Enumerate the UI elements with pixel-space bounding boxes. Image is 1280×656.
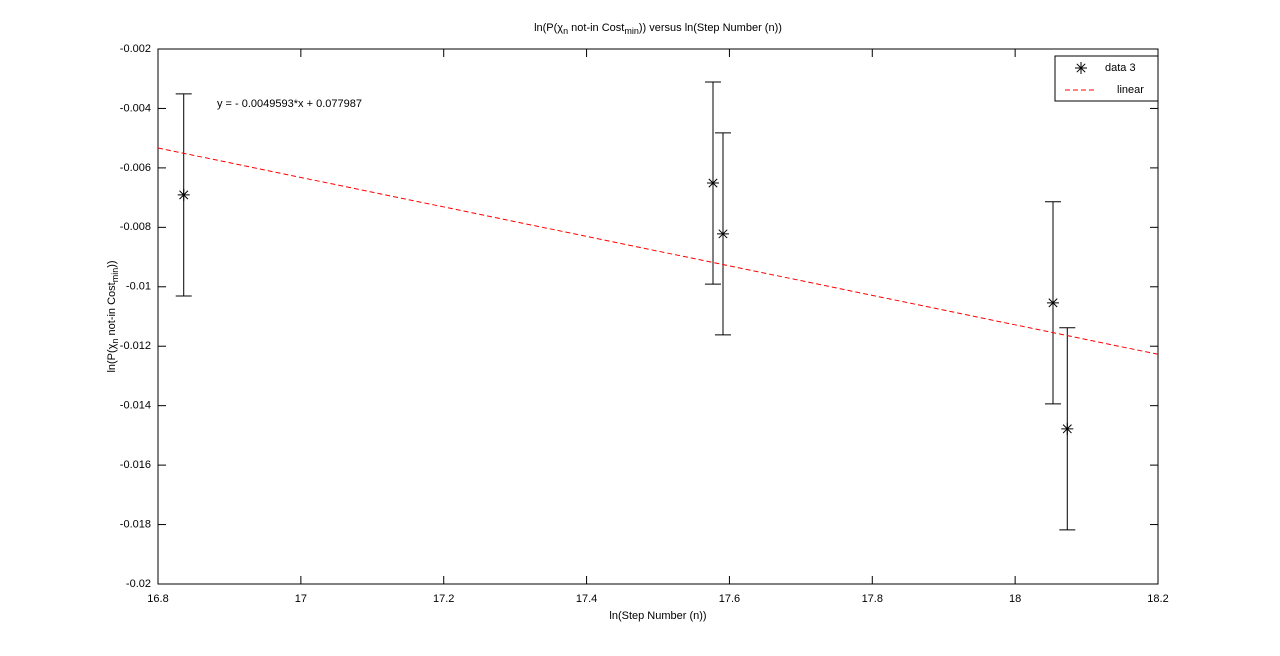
text-part: not-in Cost <box>106 282 118 338</box>
x-tick-label: 16.8 <box>147 593 168 605</box>
data-point <box>177 188 190 201</box>
text-part: )) <box>106 260 118 267</box>
x-tick-label: 17.2 <box>433 593 454 605</box>
x-tick-label: 18.2 <box>1147 593 1168 605</box>
y-tick-label: -0.016 <box>120 459 151 471</box>
text-part: )) versus ln(Step Number (n)) <box>639 22 782 34</box>
y-tick-label: -0.01 <box>126 281 151 293</box>
subscript: n <box>563 26 568 36</box>
fit-line <box>157 147 1159 355</box>
x-axis-label: ln(Step Number (n)) <box>609 610 706 622</box>
y-tick-label: -0.008 <box>120 221 151 233</box>
legend-label: linear <box>1117 84 1144 96</box>
x-tick-label: 18 <box>1009 593 1021 605</box>
subscript: min <box>624 26 639 36</box>
y-tick-label: -0.02 <box>126 578 151 590</box>
x-tick-label: 17.6 <box>719 593 740 605</box>
y-axis-label: ln(P(χn not-in Costmin)) <box>106 260 120 372</box>
y-tick-label: -0.014 <box>120 400 151 412</box>
y-tick-label: -0.012 <box>120 340 151 352</box>
y-tick-label: -0.004 <box>120 102 151 114</box>
data-point <box>1047 296 1059 309</box>
x-tick-label: 17 <box>295 593 307 605</box>
text-part: ln(P(χ <box>106 343 118 372</box>
annotation: y = - 0.0049593*x + 0.077987 <box>217 98 362 110</box>
text-part: ln(P(χ <box>534 22 563 34</box>
y-tick-label: -0.002 <box>120 43 151 55</box>
y-tick-label: -0.006 <box>120 162 151 174</box>
plot-box <box>157 48 1159 585</box>
data-point <box>707 177 719 190</box>
legend-box <box>1054 55 1159 102</box>
legend-label: data 3 <box>1105 62 1136 74</box>
subscript: n <box>110 339 120 344</box>
legend-marker <box>1075 62 1087 74</box>
x-tick-label: 17.8 <box>862 593 883 605</box>
data-point <box>1061 422 1074 435</box>
text-part: not-in Cost <box>568 22 624 34</box>
x-tick-label: 17.4 <box>576 593 597 605</box>
chart-title: ln(P(χn not-in Costmin)) versus ln(Step … <box>534 22 782 36</box>
subscript: min <box>110 268 120 283</box>
data-point <box>717 227 729 240</box>
y-tick-label: -0.018 <box>120 518 151 530</box>
